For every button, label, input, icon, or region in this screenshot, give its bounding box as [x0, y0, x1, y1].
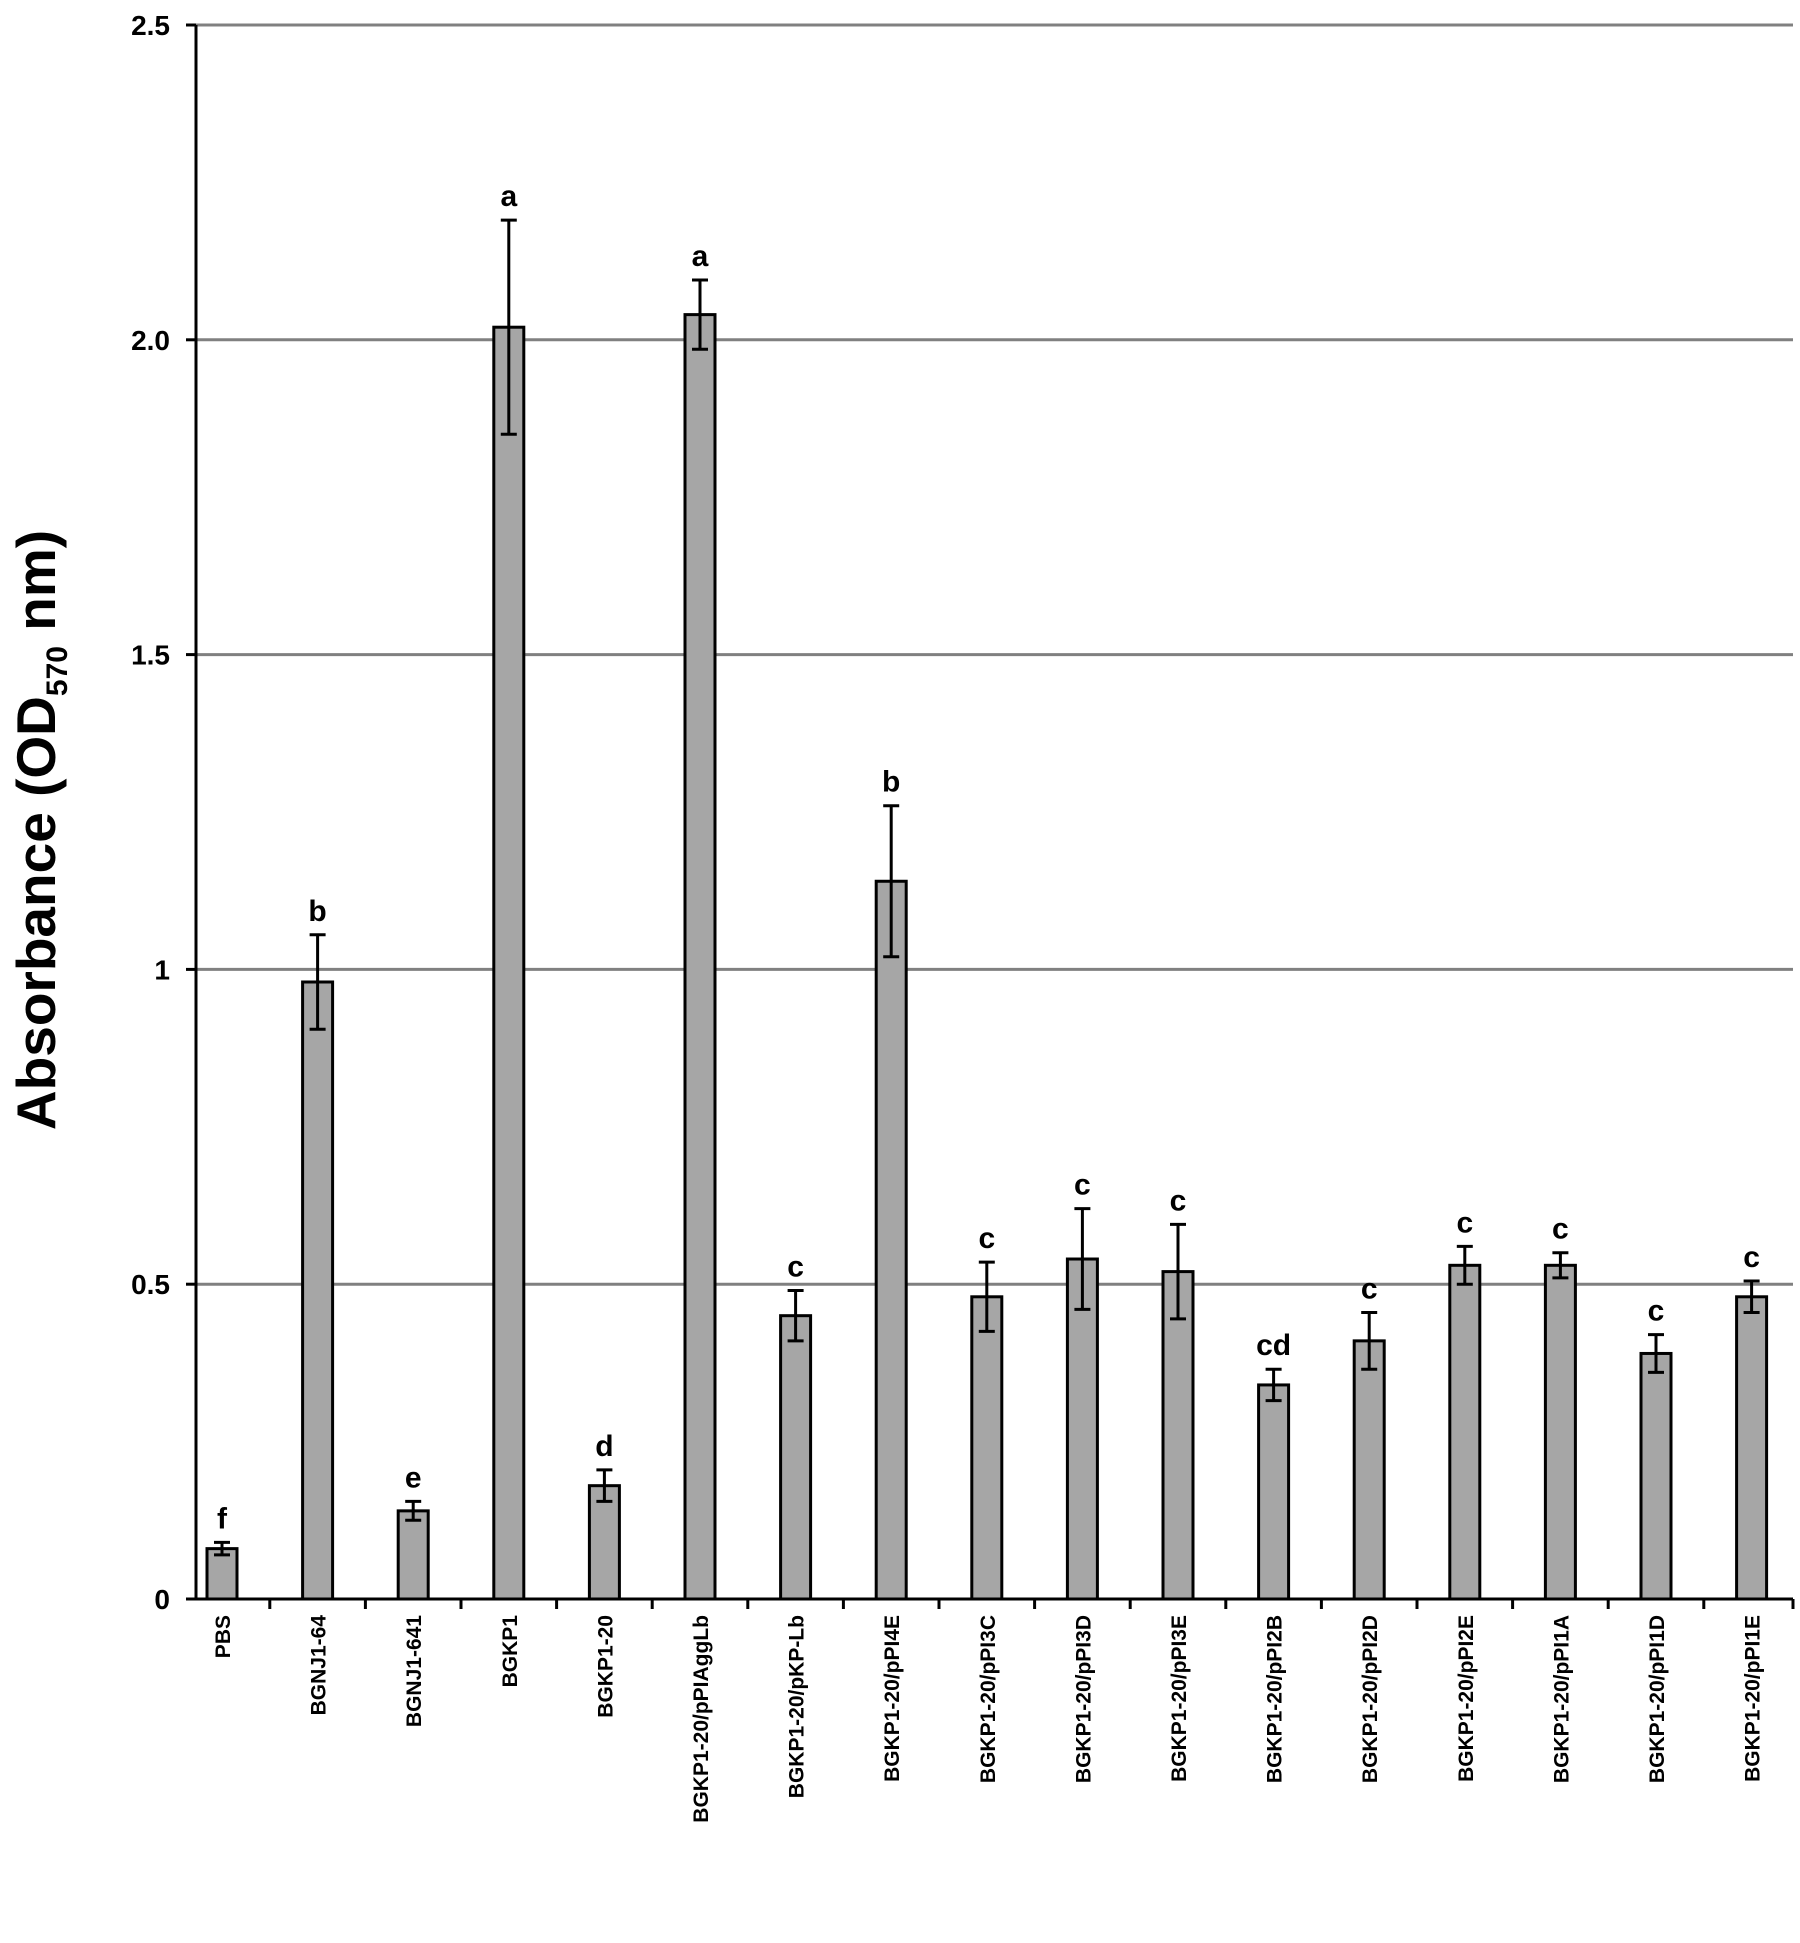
error-bar [1456, 1244, 1473, 1286]
error-bar [214, 1540, 230, 1557]
x-tick-label: PBS [212, 1615, 235, 1658]
error-bar [309, 933, 326, 1031]
error-bar [787, 1289, 804, 1343]
x-tick-label: BGKP1-20/pPIAggLb [690, 1615, 713, 1823]
bar [301, 980, 335, 1601]
bar [587, 1484, 621, 1601]
bar [1352, 1339, 1386, 1601]
x-tick-label: BGKP1-20/pPI1A [1550, 1615, 1573, 1783]
error-bar [692, 278, 708, 351]
error-bar [978, 1260, 995, 1333]
y-tick-label: 1.5 [131, 640, 170, 671]
significance-letter: c [1648, 1295, 1665, 1328]
bar [1065, 1257, 1099, 1601]
error-bar [405, 1499, 422, 1522]
bar [1161, 1270, 1195, 1601]
x-tick-label: BGKP1 [499, 1615, 522, 1688]
error-bar [883, 804, 900, 959]
bar [779, 1314, 813, 1601]
significance-letter: e [405, 1461, 422, 1494]
x-tick-label: BGKP1-20/pPI2B [1264, 1615, 1287, 1783]
significance-letter: b [308, 895, 326, 928]
y-tick-label: 0.5 [131, 1269, 170, 1300]
x-tick-label: BGKP1-20/pPI2E [1455, 1615, 1478, 1782]
x-tick-label: BGNJ1-64 [308, 1615, 331, 1716]
bar [1735, 1295, 1769, 1601]
x-tick-label: BGKP1-20/pPI2D [1359, 1615, 1382, 1783]
x-tick-label: BGKP1-20/pPI4E [881, 1615, 904, 1782]
error-bar [1552, 1251, 1569, 1280]
significance-letter: c [1074, 1169, 1091, 1202]
bar [1257, 1383, 1291, 1601]
bar [205, 1547, 239, 1601]
x-tick-label: BGKP1-20/pPI1D [1646, 1615, 1669, 1783]
bar [970, 1295, 1004, 1601]
significance-letter: c [1361, 1273, 1378, 1306]
y-tick-label: 1 [154, 954, 170, 985]
significance-letter: a [692, 240, 709, 273]
significance-letter: c [978, 1222, 995, 1255]
bar [874, 879, 908, 1601]
x-tick-label: BGKP1-20/pKP-Lb [786, 1615, 809, 1798]
error-bar [1170, 1222, 1186, 1321]
bar [1639, 1351, 1673, 1601]
significance-letter: c [1552, 1213, 1569, 1246]
x-tick-label: BGKP1-20/pPI3E [1168, 1615, 1191, 1782]
bar [1448, 1263, 1482, 1601]
error-bar [596, 1468, 613, 1503]
x-tick-label: BGKP1-20/pPI3C [977, 1615, 1000, 1783]
y-tick-label: 2.0 [131, 325, 170, 356]
y-axis-label-main: Absorbance (OD [5, 696, 67, 1130]
y-tick-label: 2.5 [131, 10, 170, 41]
error-bar [1743, 1279, 1760, 1315]
significance-letter: a [500, 180, 517, 213]
significance-letter: b [882, 766, 900, 799]
error-bar [1265, 1367, 1282, 1403]
x-tick-label: BGNJ1-641 [403, 1615, 426, 1727]
error-bar [1648, 1333, 1664, 1374]
x-tick-label: BGKP1-20/pPI3D [1072, 1615, 1095, 1783]
y-axis-label-sub: 570 [41, 646, 74, 696]
x-tick-label: BGKP1-20/pPI1E [1742, 1615, 1765, 1782]
bar [396, 1509, 430, 1601]
y-axis-label: Absorbance (OD570 nm) [5, 530, 74, 1130]
significance-letter: c [787, 1250, 804, 1283]
bar [1543, 1263, 1577, 1601]
significance-letter: c [1170, 1184, 1187, 1217]
y-axis-label-end: nm) [5, 530, 67, 646]
bar [683, 313, 717, 1601]
significance-letter: d [595, 1430, 613, 1463]
error-bar [1074, 1207, 1091, 1311]
x-tick-label: BGKP1-20 [594, 1615, 617, 1718]
significance-letter: f [217, 1502, 228, 1535]
error-bar [500, 218, 517, 436]
significance-letter: c [1456, 1206, 1473, 1239]
bar [492, 325, 526, 1601]
error-bar [1361, 1311, 1378, 1371]
y-tick-label: 0 [154, 1584, 170, 1615]
significance-letter: c [1743, 1241, 1760, 1274]
significance-letter: cd [1256, 1329, 1291, 1362]
